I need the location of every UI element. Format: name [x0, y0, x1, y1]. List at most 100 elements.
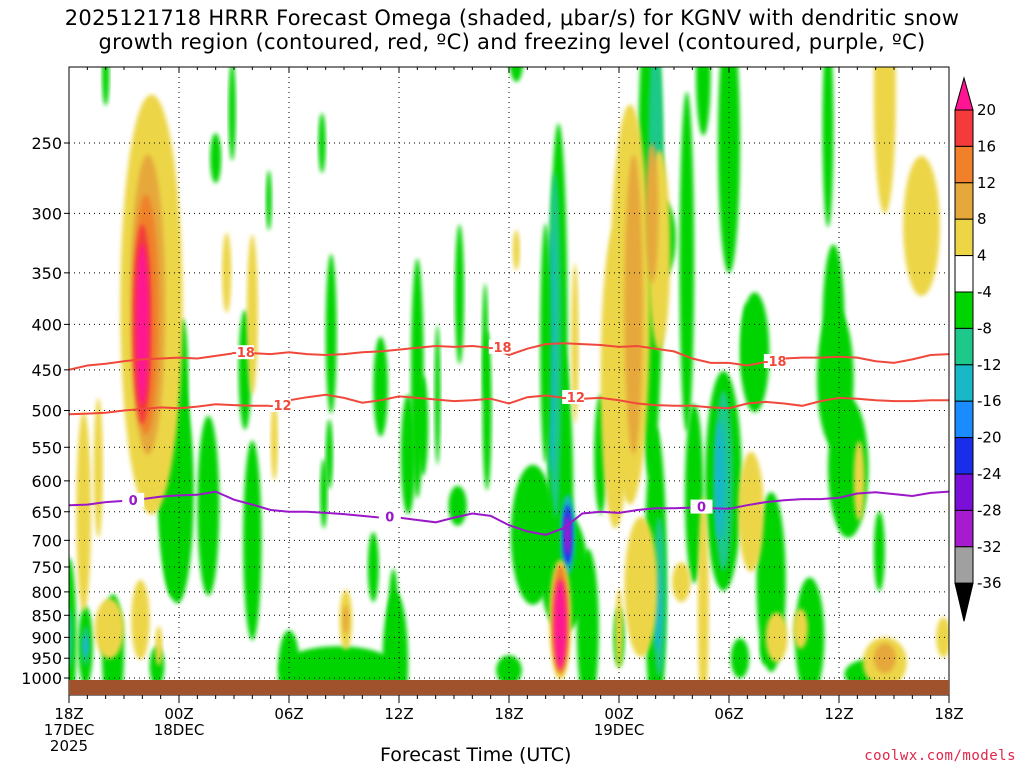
contour-line: [69, 490, 949, 536]
omega-region: [246, 234, 258, 395]
contour-label-bg: [488, 339, 511, 354]
x-tick-label: 19DEC: [594, 721, 645, 739]
x-tick-label: 12Z: [824, 705, 853, 723]
contour-label-bg: [763, 354, 786, 369]
x-tick-label: 18DEC: [154, 721, 205, 739]
omega-region: [325, 419, 334, 490]
colorbar-bottom-arrow: [954, 582, 974, 622]
y-tick-label: 800: [31, 583, 62, 602]
x-tick-label: 06Z: [714, 705, 743, 723]
colorbar-top-arrow: [954, 76, 974, 111]
contour-label: -18: [231, 346, 255, 361]
grid: [68, 67, 950, 703]
colorbar-label: 8: [977, 210, 987, 228]
omega-region: [342, 604, 349, 635]
contour-line: [69, 342, 949, 371]
omega-region: [795, 577, 825, 680]
contour-label: -18: [763, 355, 787, 370]
omega-region: [696, 67, 711, 136]
omega-region: [131, 579, 150, 660]
contour-label-bg: [562, 389, 585, 404]
y-tick-label: 750: [31, 558, 62, 577]
x-tick-label: 18Z: [494, 705, 523, 723]
omega-region: [624, 154, 643, 455]
y-axis: 250 300 350 400 450 500 550 600 650 700 750 800 850 9…: [21, 134, 69, 688]
contour-label: -12: [268, 399, 292, 414]
contour-label: 0: [385, 511, 394, 526]
omega-region: [278, 630, 300, 680]
colorbar-bin: [954, 109, 974, 147]
omega-region: [564, 514, 571, 555]
colorbar-bin: [954, 400, 974, 439]
omega-region: [448, 485, 467, 526]
omega-region: [645, 143, 659, 284]
omega-region: [135, 244, 149, 405]
y-tick-label: 500: [31, 402, 62, 421]
colorbar-bin: [954, 218, 974, 257]
contour-line: [69, 393, 949, 416]
colorbar-label: 20: [977, 101, 996, 119]
colorbar-label: -12: [977, 356, 1002, 374]
colorbar-bin: [954, 437, 974, 475]
y-tick-label: 600: [31, 472, 62, 491]
omega-region: [373, 336, 388, 437]
y-tick-label: 400: [31, 315, 62, 334]
omega-region: [873, 511, 885, 592]
omega-region: [265, 170, 272, 231]
colorbar-label: -28: [977, 501, 1002, 519]
omega-region: [685, 403, 704, 584]
y-tick-label: 850: [31, 606, 62, 625]
x-tick-label: 17DEC: [44, 721, 95, 739]
omega-region: [482, 283, 489, 404]
colorbar-bin: [954, 145, 974, 184]
colorbar-bin: [954, 182, 974, 220]
omega-region: [936, 617, 949, 658]
colorbar-bin: [954, 291, 974, 329]
omega-region: [155, 625, 163, 666]
omega-region: [388, 568, 399, 680]
omega-region: [338, 659, 361, 680]
omega-region: [76, 411, 91, 612]
colorbar-bin: [954, 364, 974, 402]
omega-region: [222, 232, 232, 313]
contour-label-bg: [232, 345, 255, 360]
omega-region: [553, 579, 567, 670]
colorbar-bin: [954, 473, 974, 511]
colorbar-label: 12: [977, 174, 996, 192]
contours: -18 -18 -18 -12 -12 0 0 0: [69, 339, 949, 536]
omega-shading: [69, 67, 949, 680]
omega-region: [367, 531, 379, 602]
omega-region: [765, 612, 788, 663]
contour-label-bg: [690, 499, 713, 514]
y-tick-label: 300: [31, 204, 62, 223]
y-tick-label: 900: [31, 628, 62, 647]
x-axis-title: Forecast Time (UTC): [380, 744, 572, 766]
omega-region: [576, 548, 599, 680]
x-tick-label: 18Z: [934, 705, 963, 723]
contour-label-bg: [268, 397, 291, 412]
colorbar-label: -36: [977, 574, 1002, 592]
y-tick-label: 950: [31, 649, 62, 668]
x-tick-label: 2025: [50, 737, 88, 755]
omega-region: [82, 635, 89, 656]
credit-link[interactable]: coolwx.com/models: [864, 748, 1016, 764]
omega-region: [93, 397, 103, 538]
omega-region: [69, 607, 73, 668]
omega-region: [509, 67, 524, 82]
omega-region: [243, 440, 262, 641]
omega-region: [512, 230, 520, 271]
omega-region: [417, 375, 429, 476]
colorbar-label: 4: [977, 247, 987, 265]
omega-region: [903, 156, 940, 297]
omega-region: [738, 451, 764, 572]
contour-label: 0: [129, 494, 138, 509]
omega-region: [624, 517, 658, 658]
omega-region: [730, 638, 750, 679]
contour-label: 0: [697, 501, 706, 516]
y-tick-label: 550: [31, 438, 62, 457]
omega-region: [615, 588, 623, 669]
contour-label: -18: [488, 341, 512, 356]
omega-region: [325, 253, 337, 414]
colorbar-label: -4: [977, 283, 992, 301]
